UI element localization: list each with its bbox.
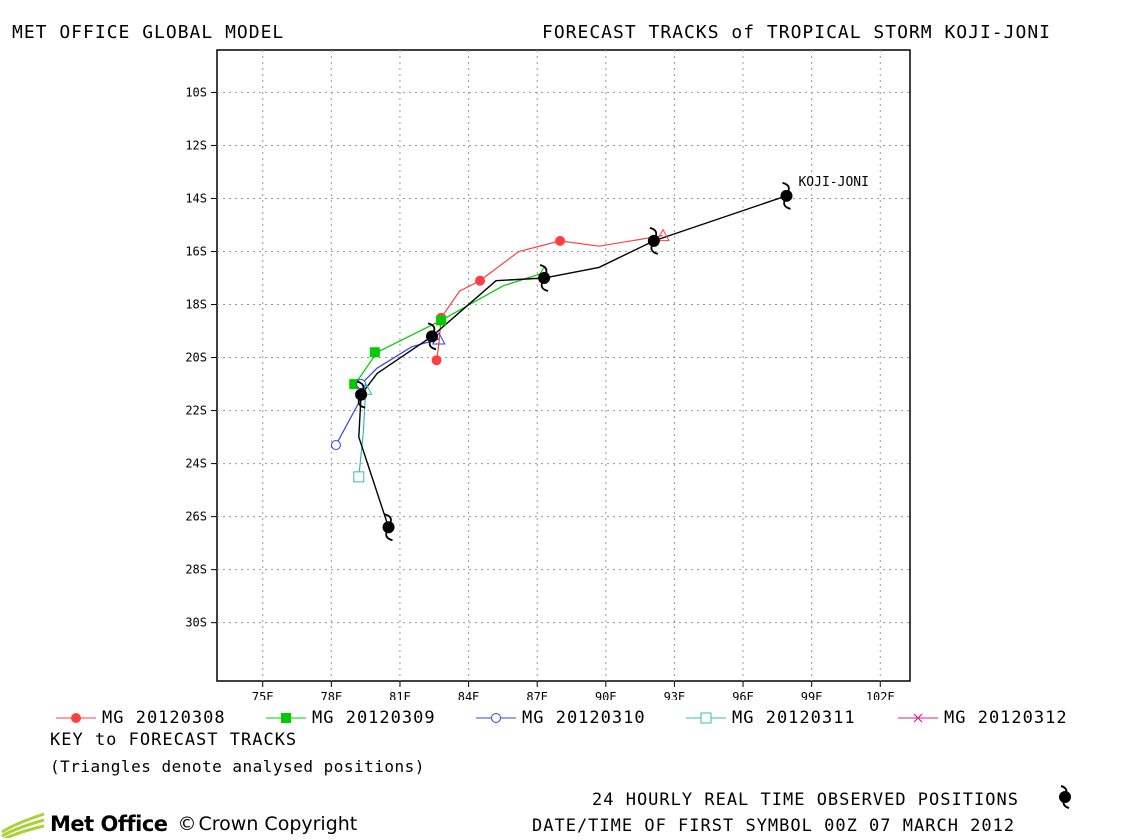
storm-symbol-arm (384, 513, 392, 523)
legend-item-20120311: MG 20120311 (686, 707, 856, 729)
storm-symbol (382, 513, 395, 542)
storm-symbol-arm (357, 399, 366, 409)
y-tick-label: 26S (185, 510, 207, 524)
y-tick-label: 18S (185, 298, 207, 312)
storm-symbol-arm (428, 341, 437, 351)
y-tick-label: 28S (185, 563, 207, 577)
x-tick-label: 93E (664, 690, 686, 700)
storm-symbol-arm (782, 181, 790, 192)
forecast-point (436, 315, 447, 326)
triangles-note: (Triangles denote analysed positions) (50, 757, 425, 776)
y-tick-label: 16S (185, 244, 207, 258)
storm-symbol (780, 181, 793, 210)
storm-symbol-arm (427, 322, 436, 332)
forecast-line (358, 389, 367, 477)
storm-symbol (425, 322, 438, 351)
legend-marker-icon (476, 713, 516, 723)
x-tick-label: 78E (321, 690, 343, 700)
plot-frame (216, 49, 911, 682)
storm-symbol-core (780, 189, 793, 202)
storm-symbol-arm (650, 245, 659, 255)
legend-item-20120310: MG 20120310 (476, 707, 646, 729)
copyright-symbol: © (177, 813, 197, 835)
forecast-track-chart: 75E 78E 81E 84E 87E 90E 93E 96E 99E 102E 10S 12S 14S… (185, 49, 911, 700)
legend-item-20120309: MG 20120309 (266, 707, 436, 729)
left-title: MET OFFICE GLOBAL MODEL (12, 22, 285, 43)
storm-symbol-arm (649, 227, 658, 237)
y-tick-label: 20S (185, 351, 207, 365)
y-tick-label: 12S (185, 138, 207, 152)
first-symbol-note: DATE/TIME OF FIRST SYMBOL 00Z 07 MARCH 2… (532, 816, 1016, 836)
observed-note: 24 HOURLY REAL TIME OBSERVED POSITIONS (592, 790, 1019, 810)
x-tick-label: 87E (526, 690, 548, 700)
observed-track-line (358, 195, 787, 528)
y-tick-label: 14S (185, 191, 207, 205)
storm-symbol-core (647, 234, 660, 247)
y-tick-label: 24S (185, 457, 207, 471)
storm-symbol-core (355, 388, 368, 401)
legend-marker-icon (898, 713, 938, 723)
forecast-point (555, 235, 566, 246)
storm-symbol-arm (539, 264, 548, 274)
legend-label: MG 20120309 (312, 708, 436, 728)
storm-symbol-icon (1059, 785, 1071, 809)
storm-symbol-arm (356, 380, 365, 390)
forecast-point (369, 347, 380, 358)
x-tick-label: 81E (389, 690, 411, 700)
forecast-point (330, 440, 341, 451)
storm-symbol-core (382, 521, 395, 534)
brand-name: Met Office (50, 812, 168, 836)
forecast-point (431, 355, 442, 366)
legend-item-20120308: MG 20120308 (56, 707, 226, 729)
met-office-wave-icon (1, 812, 45, 838)
right-title: FORECAST TRACKS of TROPICAL STORM KOJI-J… (542, 22, 1051, 43)
storm-symbol-arm (783, 200, 791, 210)
storm-symbol (538, 264, 551, 292)
x-tick-label: 102E (866, 690, 895, 700)
legend-label: MG 20120311 (732, 708, 856, 728)
storm-symbol-arm (385, 531, 393, 542)
storm-symbol (355, 380, 368, 409)
met-office-logo: Met Office © Crown Copyright (0, 810, 357, 838)
forecast-point (353, 471, 365, 483)
copyright-text: Crown Copyright (198, 813, 358, 835)
legend-label: MG 20120308 (102, 708, 226, 728)
legend-item-20120312: MG 20120312 (898, 707, 1068, 729)
legend-marker-icon (686, 712, 726, 724)
analysed-position-triangle (656, 228, 670, 242)
legend-label: MG 20120312 (944, 708, 1068, 728)
key-heading: KEY to FORECAST TRACKS (50, 730, 298, 750)
y-tick-label: 30S (185, 616, 207, 630)
forecast-line (335, 338, 440, 446)
x-tick-label: 75E (252, 690, 274, 700)
y-tick-label: 22S (185, 404, 207, 418)
legend-label: MG 20120310 (522, 708, 646, 728)
storm-name-label: KOJI-JONI (798, 175, 868, 190)
storm-symbol (647, 227, 660, 255)
forecast-point (475, 275, 486, 286)
storm-symbol-core (425, 330, 438, 343)
storm-symbol-core (538, 272, 551, 285)
x-tick-label: 90E (595, 690, 617, 700)
y-tick-label: 10S (185, 85, 207, 99)
x-tick-label: 84E (458, 690, 480, 700)
legend-marker-icon (56, 713, 96, 723)
forecast-point (349, 379, 360, 390)
x-tick-label: 99E (801, 690, 823, 700)
legend-marker-icon (266, 713, 306, 723)
storm-symbol-arm (540, 282, 549, 292)
x-tick-label: 96E (732, 690, 754, 700)
